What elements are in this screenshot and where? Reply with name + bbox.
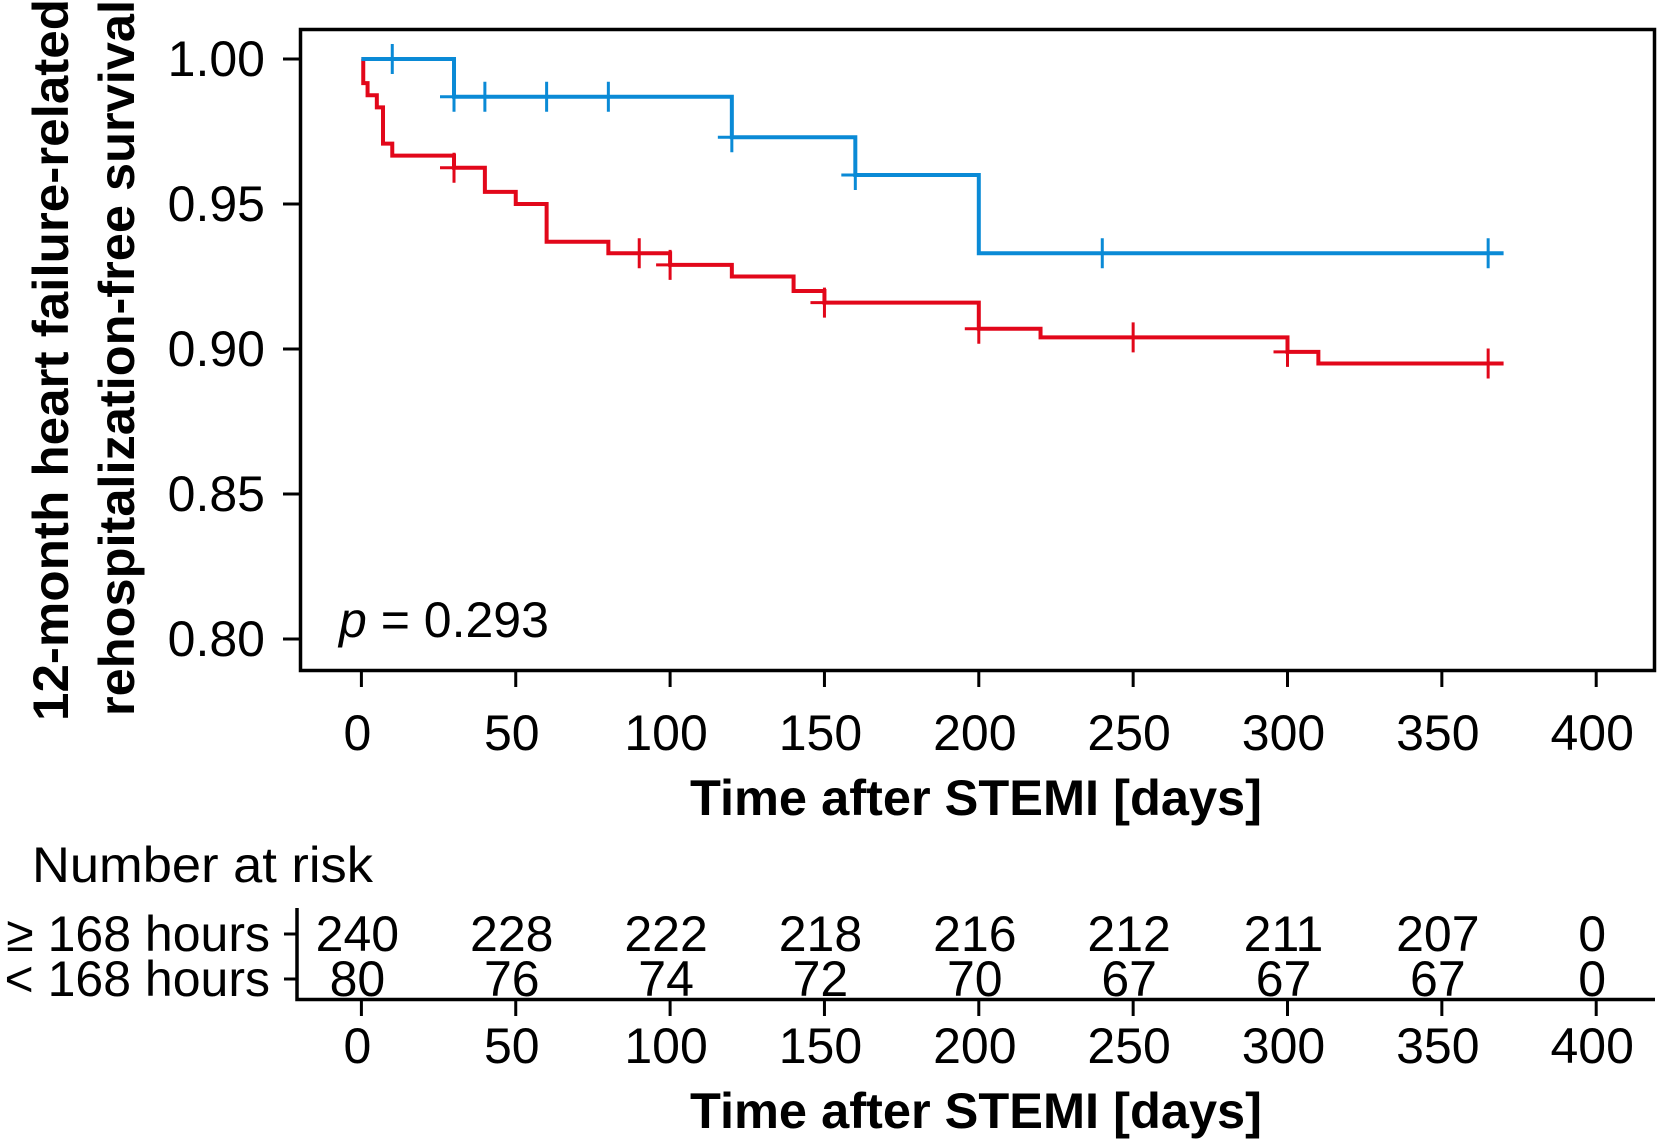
censor-mark: [440, 152, 469, 183]
censor-mark: [625, 238, 654, 269]
censor-mark: [841, 160, 870, 190]
x-tick-label: 400: [1550, 705, 1633, 761]
y-axis-title-line-1: 12-month heart failure-related: [23, 0, 79, 721]
risk-x-tick-label: 50: [484, 1018, 540, 1074]
x-tick-label: 250: [1087, 705, 1170, 761]
risk-table-axis: [295, 908, 1655, 1002]
risk-count: 76: [484, 951, 540, 1007]
y-tick-label: 1.00: [168, 31, 265, 87]
x-tick-label: 350: [1396, 705, 1479, 761]
x-tick-label: 200: [933, 705, 1016, 761]
censor-mark: [1474, 238, 1503, 269]
risk-count: 0: [1578, 906, 1606, 962]
censor-mark: [440, 81, 469, 112]
p-value-text: = 0.293: [367, 592, 549, 648]
risk-count: 212: [1087, 906, 1170, 962]
risk-count: 222: [624, 906, 707, 962]
risk-table: ≥ 168 hours 240 228 222 218 216 212 211 207 0 < 16…: [5, 906, 1655, 1074]
y-axis-title-line-2: rehospitalization-free survival: [89, 0, 145, 716]
survival-curve-1: [361, 57, 1504, 256]
risk-count: 211: [1244, 906, 1324, 962]
censor-mark: [378, 44, 407, 74]
risk-count: 80: [330, 951, 386, 1007]
censor-mark: [1119, 322, 1148, 353]
risk-count: 216: [933, 906, 1016, 962]
survival-plot: 1.00 0.95 0.90 0.85 0.80 0 50 100 150 200 250 300 35…: [168, 27, 1657, 761]
risk-table-x-axis-title: Time after STEMI [days]: [690, 1083, 1262, 1139]
risk-count: 67: [1410, 951, 1466, 1007]
risk-count: 67: [1256, 951, 1312, 1007]
risk-x-tick-label: 150: [779, 1018, 862, 1074]
x-tick-label: 0: [343, 705, 371, 761]
risk-x-tick-label: 100: [624, 1018, 707, 1074]
risk-count: 70: [947, 951, 1003, 1007]
x-tick-label: 100: [624, 705, 707, 761]
censor-mark: [470, 81, 499, 112]
censor-mark: [1088, 238, 1117, 269]
risk-count: 74: [638, 951, 694, 1007]
x-tick-label: 150: [779, 705, 862, 761]
p-symbol: p: [337, 592, 367, 648]
censor-mark: [532, 81, 561, 112]
censor-mark: [964, 313, 993, 344]
risk-row-label: < 168 hours: [5, 951, 270, 1007]
x-tick-label: 50: [484, 705, 540, 761]
censor-mark: [810, 287, 839, 318]
risk-x-tick-label: 200: [933, 1018, 1016, 1074]
y-tick-label: 0.80: [168, 611, 265, 667]
plot-frame: [298, 27, 1657, 673]
risk-row-label: ≥ 168 hours: [6, 906, 270, 962]
y-tick-label: 0.95: [168, 176, 265, 232]
x-tick-label: 300: [1242, 705, 1325, 761]
risk-x-tick-label: 350: [1396, 1018, 1479, 1074]
survival-curve-0: [361, 57, 1504, 366]
y-tick-label: 0.90: [168, 321, 265, 377]
censor-mark: [1474, 348, 1503, 379]
p-value-annotation: p = 0.293: [337, 592, 549, 648]
censor-mark: [594, 81, 623, 112]
risk-x-tick-label: 400: [1550, 1018, 1633, 1074]
risk-count: 72: [793, 951, 849, 1007]
censor-mark: [1273, 336, 1302, 367]
risk-x-tick-label: 0: [343, 1018, 371, 1074]
risk-count: 218: [779, 906, 862, 962]
y-tick-label: 0.85: [168, 466, 265, 522]
risk-x-tick-label: 300: [1242, 1018, 1325, 1074]
risk-count: 67: [1101, 951, 1157, 1007]
risk-count: 240: [316, 906, 399, 962]
risk-count: 207: [1396, 906, 1479, 962]
risk-count: 0: [1578, 951, 1606, 1007]
censor-mark: [717, 122, 746, 153]
risk-x-tick-label: 250: [1087, 1018, 1170, 1074]
censor-mark: [656, 249, 685, 280]
risk-table-title: Number at risk: [32, 837, 374, 893]
risk-count: 228: [470, 906, 553, 962]
x-axis-title: Time after STEMI [days]: [690, 770, 1262, 826]
